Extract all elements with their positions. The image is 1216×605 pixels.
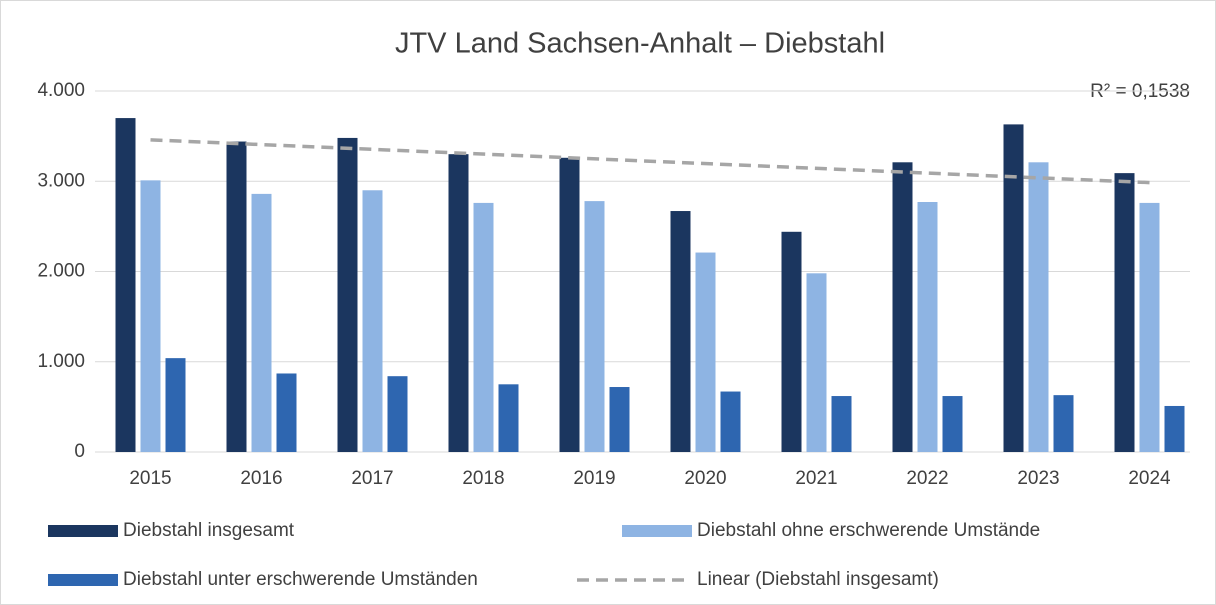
bar	[251, 193, 272, 452]
bar	[226, 141, 247, 453]
x-tick-label: 2017	[351, 468, 393, 489]
x-tick-label: 2024	[1128, 468, 1171, 489]
y-tick-label: 4.000	[37, 80, 85, 101]
bar	[831, 396, 852, 452]
trendline	[150, 138, 1150, 185]
bar	[362, 190, 383, 452]
y-tick-label: 0	[74, 441, 85, 462]
bar	[609, 387, 630, 452]
legend-label: Diebstahl unter erschwerende Umständen	[123, 569, 478, 590]
bar	[498, 384, 519, 452]
x-tick-label: 2015	[129, 468, 171, 489]
bar	[892, 162, 913, 453]
bar	[1164, 405, 1185, 452]
bar	[806, 273, 827, 452]
bar	[917, 202, 938, 452]
x-tick-label: 2019	[573, 468, 615, 489]
chart-title: JTV Land Sachsen-Anhalt – Diebstahl	[395, 28, 885, 60]
bar	[337, 137, 358, 452]
r-squared: R² = 0,1538	[1090, 81, 1190, 102]
y-tick-label: 3.000	[37, 170, 85, 191]
legend-label: Diebstahl insgesamt	[123, 520, 295, 541]
bar	[115, 118, 136, 452]
bar	[473, 202, 494, 452]
bar	[387, 376, 408, 452]
x-tick-label: 2016	[240, 468, 282, 489]
bar	[942, 396, 963, 452]
x-tick-label: 2020	[684, 468, 726, 489]
y-tick-label: 2.000	[37, 261, 85, 282]
legend-swatch	[48, 574, 118, 586]
bar	[670, 211, 691, 452]
bar	[276, 373, 297, 452]
bar	[140, 180, 161, 452]
x-tick-label: 2018	[462, 468, 504, 489]
bar	[1139, 202, 1160, 452]
bar	[1053, 395, 1074, 452]
legend-label: Linear (Diebstahl insgesamt)	[697, 569, 939, 590]
x-tick-label: 2023	[1017, 468, 1059, 489]
x-tick-label: 2021	[795, 468, 837, 489]
bar	[695, 252, 716, 452]
bar	[559, 157, 580, 452]
bar	[448, 154, 469, 453]
x-tick-label: 2022	[906, 468, 948, 489]
legend-swatch	[622, 525, 692, 537]
bar	[1114, 173, 1135, 452]
bar	[1003, 124, 1024, 452]
bar	[781, 231, 802, 452]
bar	[1028, 162, 1049, 453]
legend-swatch	[48, 525, 118, 537]
bar	[720, 391, 741, 452]
bar	[165, 358, 186, 452]
bar	[584, 201, 605, 452]
legend-label: Diebstahl ohne erschwerende Umstände	[697, 520, 1040, 541]
y-tick-label: 1.000	[37, 351, 85, 372]
